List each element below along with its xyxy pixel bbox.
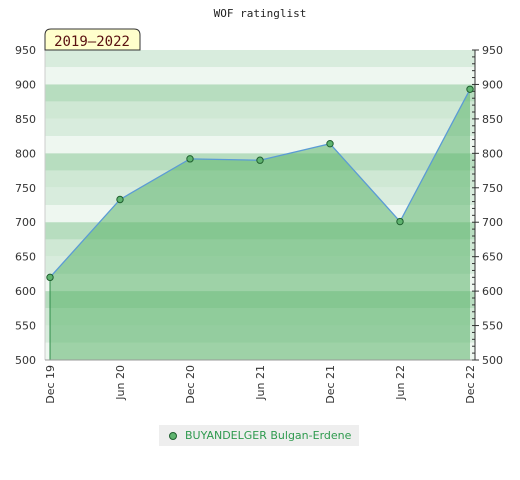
y-tick-label-right: 550: [482, 320, 503, 333]
legend-series-name: BUYANDELGER Bulgan-Erdene: [185, 429, 352, 442]
data-point: [396, 217, 404, 226]
y-tick-label-left: 850: [15, 113, 36, 126]
y-tick-label-right: 700: [482, 216, 503, 229]
background-band: [45, 136, 475, 154]
chart-title: WOF ratinglist: [214, 7, 307, 20]
background-band: [45, 67, 475, 85]
y-tick-label-left: 600: [15, 285, 36, 298]
plot-area: 500 500 550 550 600 600 650 650 700 700 750 750 800 8…: [15, 44, 503, 404]
y-tick-label-left: 650: [15, 251, 36, 264]
x-tick-label: Dec 20: [184, 365, 197, 404]
y-tick-label-left: 550: [15, 320, 36, 333]
series-area: [50, 89, 470, 361]
y-tick-label-left: 500: [15, 354, 36, 367]
x-tick-label: Dec 19: [44, 365, 57, 404]
data-point: [186, 155, 194, 163]
y-tick-label-left: 900: [15, 78, 36, 91]
period-badge: 2019–2022: [44, 28, 141, 51]
data-point: [256, 156, 264, 164]
data-point: [46, 273, 54, 282]
y-tick-label-left: 750: [15, 182, 36, 195]
legend-marker: [169, 431, 177, 440]
y-tick-label-right: 800: [482, 147, 503, 160]
background-band: [45, 50, 475, 68]
data-point: [116, 195, 124, 204]
background-band: [45, 118, 475, 137]
x-tick-label: Dec 22: [464, 365, 477, 404]
period-badge-box: [44, 28, 141, 51]
y-tick-label-right: 600: [482, 285, 503, 298]
y-tick-label-right: 750: [482, 182, 503, 195]
y-tick-label-left: 800: [15, 147, 36, 160]
y-tick-label-right: 500: [482, 354, 503, 367]
y-tick-label-right: 650: [482, 251, 503, 264]
y-tick-label-right: 900: [482, 78, 503, 91]
x-tick-label: Jun 22: [394, 365, 407, 401]
x-tick-label: Jun 20: [114, 365, 127, 401]
legend: BUYANDELGER Bulgan-Erdene: [159, 425, 360, 446]
data-point: [466, 85, 474, 93]
period-label: 2019–2022: [54, 34, 130, 50]
y-tick-label-left: 950: [15, 44, 36, 57]
data-point: [326, 139, 334, 148]
background-band: [45, 84, 475, 102]
x-tick-label: Jun 21: [254, 365, 267, 401]
y-tick-label-right: 950: [482, 44, 503, 57]
y-tick-label-right: 850: [482, 113, 503, 126]
y-tick-label-left: 700: [15, 216, 36, 229]
background-band: [45, 101, 475, 119]
x-tick-label: Dec 21: [324, 365, 337, 404]
